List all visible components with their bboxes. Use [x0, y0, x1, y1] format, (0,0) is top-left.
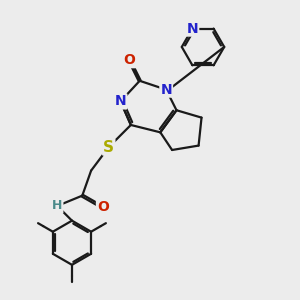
Text: N: N	[115, 94, 126, 108]
Text: N: N	[187, 22, 198, 36]
Text: O: O	[124, 53, 135, 67]
Text: H: H	[52, 200, 62, 212]
Text: N: N	[160, 82, 172, 97]
Text: S: S	[103, 140, 114, 154]
Text: O: O	[97, 200, 109, 214]
